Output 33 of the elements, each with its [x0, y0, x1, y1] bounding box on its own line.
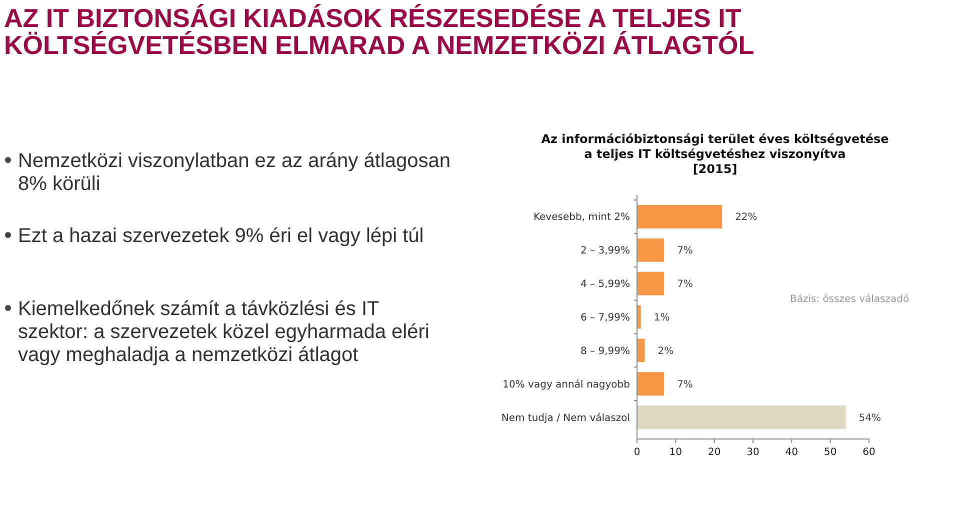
x-tick-label: 0 [634, 447, 640, 458]
x-tick-label: 20 [708, 447, 721, 458]
data-label: 7% [677, 379, 693, 390]
bar [637, 338, 645, 362]
y-tick-label: 10% vagy annál nagyobb [502, 379, 630, 390]
y-tick-label: Kevesebb, mint 2% [533, 212, 630, 224]
data-label: 7% [677, 279, 693, 290]
text: Kiemelkedőnek számít a távközlési és IT szektor: a szervezetek közel egyharmada eléri vagy meghaladja a nemzetközi átlagot [18, 298, 430, 366]
text: AZ IT BIZTONSÁGI KIADÁSOK RÉSZESEDÉSE A TELJES IT KÖLTSÉGVETÉSBEN ELMARAD A NEMZETKÖZI ÁTLAGTÓL [4, 3, 754, 60]
x-tick-label: 10 [669, 447, 682, 458]
bar [637, 406, 846, 429]
bar [637, 272, 664, 296]
text: Nemzetközi viszonylatban ez az arány átlagosan 8% körüli [18, 150, 450, 195]
x-tick-label: 30 [746, 447, 760, 458]
annotation: Bázis: összes válaszadó [790, 294, 910, 305]
data-label: 7% [677, 246, 693, 257]
y-tick-label: 6 – 7,99% [580, 312, 630, 324]
chart-subtitle: Az információbiztonsági terület éves költségvetése a teljes IT költségvetéshez viszonyítva [2015] [541, 132, 889, 176]
x-tick-label: 50 [824, 447, 837, 458]
bar [637, 372, 664, 396]
text: Ezt a hazai szervezetek 9% éri el vagy lépi túl [18, 225, 424, 247]
x-tick-label: 60 [862, 447, 876, 458]
x-tick-label: 40 [785, 447, 798, 458]
y-tick-label: 4 – 5,99% [580, 279, 630, 290]
y-tick-label: 8 – 9,99% [580, 346, 630, 357]
bar [637, 238, 664, 262]
bar [637, 205, 722, 228]
y-tick-label: 2 – 3,99% [580, 246, 630, 257]
data-label: 2% [658, 346, 674, 357]
y-tick-label: Nem tudja / Nem válaszol [501, 412, 630, 424]
data-label: 22% [735, 212, 758, 224]
data-label: 1% [654, 312, 670, 324]
data-label: 54% [858, 412, 882, 424]
